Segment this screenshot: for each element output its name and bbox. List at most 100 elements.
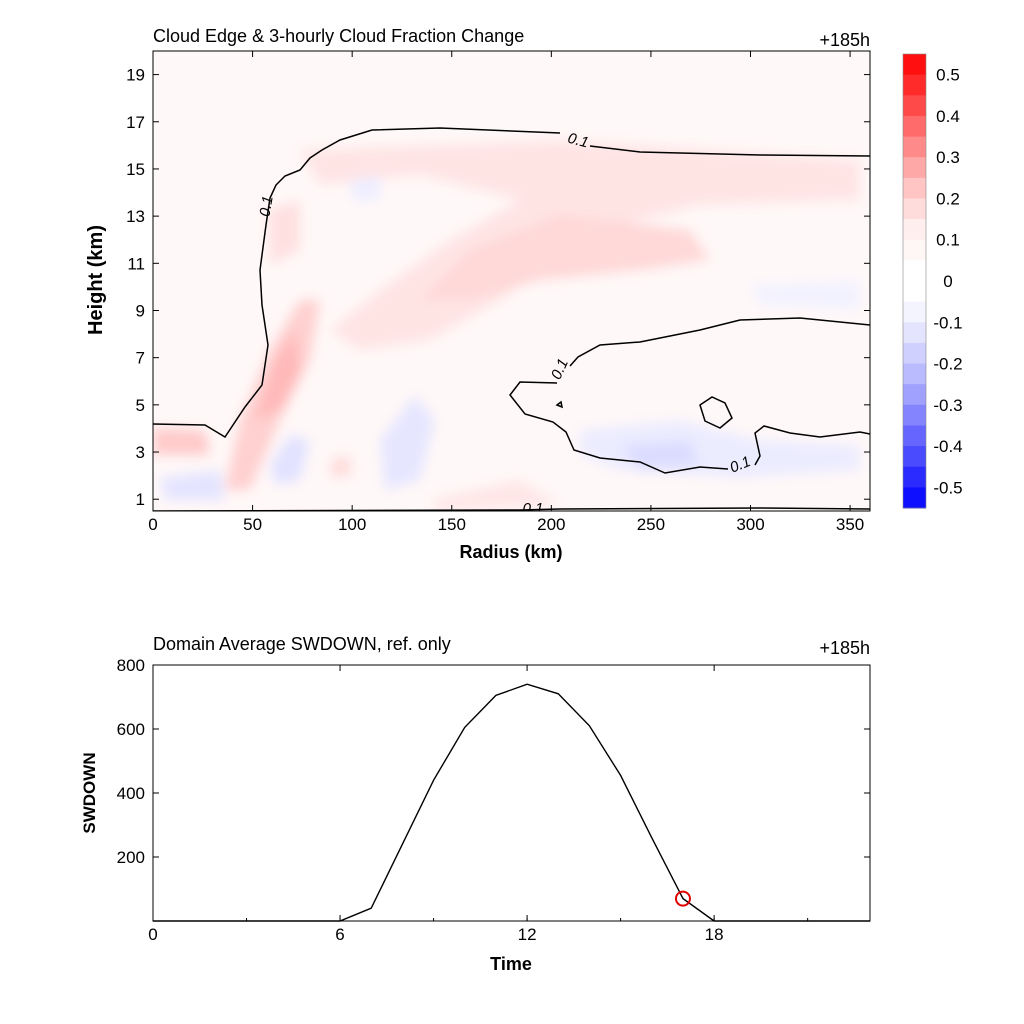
colorbar-swatches bbox=[903, 54, 926, 509]
contour-line bbox=[699, 396, 733, 429]
heatmap-ticks bbox=[152, 51, 870, 511]
y-tick-label: 15 bbox=[126, 160, 145, 179]
y-tick-label: 600 bbox=[117, 720, 145, 739]
y-tick-label: 5 bbox=[136, 396, 145, 415]
heatmap-patch bbox=[430, 480, 560, 511]
colorbar-label: -0.1 bbox=[933, 313, 962, 332]
y-tick-label: 17 bbox=[126, 113, 145, 132]
heatmap-patch bbox=[153, 428, 210, 455]
heatmap-patch bbox=[255, 330, 300, 420]
line-xlabel: Time bbox=[490, 954, 532, 974]
x-tick-label: 200 bbox=[537, 515, 565, 534]
contour-label: 0.1 bbox=[727, 453, 753, 477]
colorbar-swatch bbox=[903, 446, 926, 468]
heatmap-patch bbox=[350, 175, 380, 200]
contour-label: 0.1 bbox=[523, 500, 544, 517]
y-tick-label: 200 bbox=[117, 848, 145, 867]
x-tick-label: 300 bbox=[736, 515, 764, 534]
y-tick-label: 19 bbox=[126, 66, 145, 85]
contour-label: 0.1 bbox=[566, 130, 591, 152]
colorbar-swatch bbox=[903, 95, 926, 117]
heatmap-time-label: +185h bbox=[819, 30, 870, 50]
line-frame bbox=[152, 664, 871, 922]
colorbar-swatch bbox=[903, 404, 926, 426]
y-tick-label: 11 bbox=[127, 254, 145, 273]
colorbar-swatch bbox=[903, 322, 926, 344]
colorbar-label: 0.4 bbox=[936, 107, 960, 126]
contour-line bbox=[153, 507, 870, 511]
line-time-label: +185h bbox=[819, 638, 870, 658]
line-ticks bbox=[152, 664, 870, 921]
colorbar-swatch bbox=[903, 342, 926, 365]
heatmap-patch bbox=[330, 455, 352, 478]
y-tick-label: 9 bbox=[136, 301, 145, 320]
colorbar-swatch bbox=[903, 198, 926, 220]
colorbar-label: -0.3 bbox=[933, 396, 962, 415]
colorbar-frame bbox=[902, 53, 927, 509]
colorbar-swatch bbox=[903, 281, 926, 303]
heatmap-patch bbox=[420, 215, 710, 300]
contour-line bbox=[754, 425, 870, 466]
colorbar-swatch bbox=[903, 157, 926, 179]
heatmap-ylabel: Height (km) bbox=[85, 225, 107, 335]
colorbar-label: -0.4 bbox=[933, 437, 962, 456]
colorbar-swatch bbox=[903, 466, 926, 488]
y-tick-label: 800 bbox=[117, 656, 145, 675]
x-tick-label: 0 bbox=[148, 925, 157, 944]
contour-lines bbox=[153, 127, 870, 511]
swdown-series-line bbox=[153, 683, 870, 922]
colorbar-swatch bbox=[903, 260, 926, 282]
line-panel: Domain Average SWDOWN, ref. only +185h 0… bbox=[80, 634, 871, 974]
y-tick-label: 1 bbox=[136, 490, 145, 509]
y-tick-label: 7 bbox=[136, 349, 145, 368]
x-tick-label: 250 bbox=[637, 515, 665, 534]
line-tick-labels: 0 6 12 18 200 400 600 800 bbox=[117, 656, 724, 944]
heatmap-patch bbox=[160, 470, 225, 500]
colorbar-labels: 0.5 0.4 0.3 0.2 0.1 0 -0.1 -0.2 -0.3 -0.4 -0.5 bbox=[933, 66, 962, 498]
y-tick-label: 13 bbox=[126, 207, 145, 226]
colorbar-swatch bbox=[903, 487, 926, 509]
line-title: Domain Average SWDOWN, ref. only bbox=[153, 634, 451, 654]
colorbar-swatch bbox=[903, 219, 926, 241]
x-tick-label: 100 bbox=[338, 515, 366, 534]
colorbar-label: 0 bbox=[943, 272, 952, 291]
colorbar-label: 0.5 bbox=[936, 66, 960, 85]
x-tick-label: 350 bbox=[836, 515, 864, 534]
heatmap-patch bbox=[268, 200, 300, 265]
heatmap-patch bbox=[380, 395, 435, 490]
heatmap-patch bbox=[750, 280, 860, 310]
colorbar-swatch bbox=[903, 301, 926, 323]
contour-line bbox=[153, 127, 870, 439]
colorbar-label: 0.2 bbox=[936, 189, 960, 208]
colorbar-label: 0.1 bbox=[936, 231, 960, 250]
x-tick-label: 0 bbox=[148, 515, 157, 534]
heatmap-frame bbox=[152, 50, 871, 512]
current-time-marker bbox=[674, 890, 691, 907]
x-tick-label: 12 bbox=[518, 925, 537, 944]
heatmap-title: Cloud Edge & 3-hourly Cloud Fraction Cha… bbox=[153, 26, 524, 46]
x-tick-label: 6 bbox=[335, 925, 344, 944]
colorbar-swatch bbox=[903, 384, 926, 406]
heatmap-panel: Cloud Edge & 3-hourly Cloud Fraction Cha… bbox=[85, 26, 963, 562]
heatmap-xlabel: Radius (km) bbox=[459, 542, 562, 562]
contour-line bbox=[509, 317, 870, 474]
colorbar: 0.5 0.4 0.3 0.2 0.1 0 -0.1 -0.2 -0.3 -0.4 -0.5 bbox=[902, 53, 963, 509]
colorbar-label: -0.5 bbox=[933, 478, 962, 497]
colorbar-label: -0.2 bbox=[933, 355, 962, 374]
contour-label: 0.1 bbox=[256, 194, 276, 217]
contour-line bbox=[555, 400, 564, 409]
y-tick-label: 400 bbox=[117, 784, 145, 803]
heatmap-field: 0.1 0.1 0.1 0.1 0.1 bbox=[153, 51, 870, 517]
colorbar-swatch bbox=[903, 54, 926, 76]
x-tick-label: 150 bbox=[438, 515, 466, 534]
line-ylabel: SWDOWN bbox=[80, 752, 99, 833]
colorbar-label: 0.3 bbox=[936, 148, 960, 167]
colorbar-swatch bbox=[903, 177, 926, 199]
colorbar-swatch bbox=[903, 74, 926, 96]
y-tick-label: 3 bbox=[136, 443, 145, 462]
colorbar-swatch bbox=[903, 239, 926, 261]
x-tick-label: 50 bbox=[243, 515, 262, 534]
colorbar-swatch bbox=[903, 136, 926, 158]
